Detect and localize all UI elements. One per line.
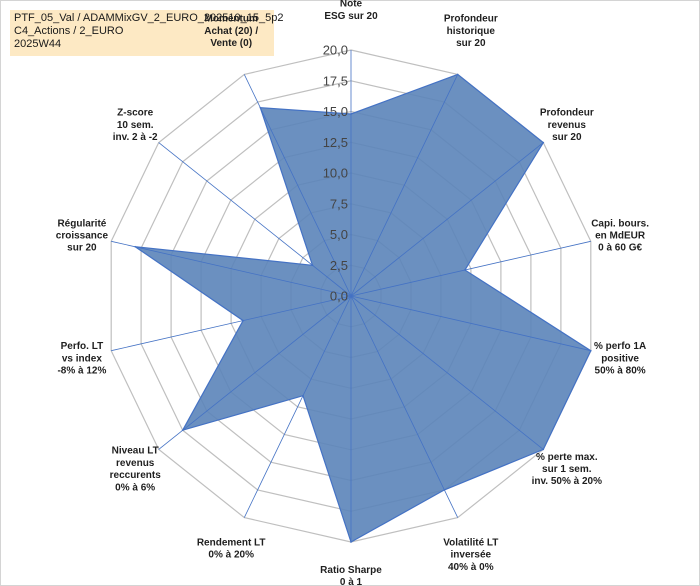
axis-label: % perfo 1A positive 50% à 80% bbox=[594, 341, 646, 376]
axis-spoke bbox=[158, 295, 352, 450]
tick-label: 20,0 bbox=[323, 43, 348, 58]
label-layer: Note ESG sur 20 Profondeur historique sur 20… bbox=[56, 0, 649, 586]
header-week: 2025W44 bbox=[14, 38, 62, 50]
header-category: C4_Actions / 2_EURO bbox=[14, 25, 124, 37]
axis-spoke bbox=[350, 74, 459, 297]
axis-spoke bbox=[111, 240, 352, 297]
axis-label: Note ESG sur 20 bbox=[324, 0, 378, 22]
axis-spoke bbox=[243, 295, 352, 518]
axis-spoke bbox=[350, 142, 544, 297]
axis-label: % perte max. sur 1 sem. inv. 50% à 20% bbox=[532, 452, 603, 487]
axis-label: Capi. bours. en MdEUR 0 à 60 G€ bbox=[591, 218, 649, 253]
tick-label: 7,5 bbox=[330, 196, 348, 211]
tick-label: 10,0 bbox=[323, 166, 348, 181]
tick-label: 15,0 bbox=[323, 104, 348, 119]
tick-label: 17,5 bbox=[323, 73, 348, 88]
header-portfolio: PTF_05_Val / ADAMMixGV_2_EURO_202510_15_… bbox=[14, 12, 284, 24]
axis-spoke bbox=[350, 295, 459, 518]
tick-label: 5,0 bbox=[330, 227, 348, 242]
tick-label: 0,0 bbox=[330, 289, 348, 304]
spoke-layer bbox=[111, 50, 591, 542]
axis-label: Niveau LT revenus reccurents 0% à 6% bbox=[110, 446, 162, 494]
axis-spoke bbox=[111, 295, 352, 352]
axis-label: Ratio Sharpe 0 à 1 bbox=[320, 565, 382, 586]
axis-spoke bbox=[158, 142, 352, 297]
series-layer bbox=[134, 73, 592, 543]
axis-spoke bbox=[350, 295, 544, 450]
axis-label: Momentum Achat (20) / Vente (0) bbox=[204, 14, 258, 49]
axis-spoke bbox=[350, 240, 591, 297]
tick-label: 2,5 bbox=[330, 258, 348, 273]
axis-label: Volatilité LT inversée 40% à 0% bbox=[443, 538, 498, 573]
axis-label: Perfo. LT vs index -8% à 12% bbox=[57, 341, 106, 376]
chart-header: PTF_05_Val / ADAMMixGV_2_EURO_202510_15_… bbox=[10, 10, 284, 56]
tick-layer: 0,0 2,5 5,0 7,5 10,0 12,5 15,0 17,5 20,0 bbox=[323, 43, 348, 304]
axis-label: Régularité croissance sur 20 bbox=[56, 218, 109, 253]
axis-spoke bbox=[350, 295, 591, 352]
tick-label: 12,5 bbox=[323, 135, 348, 150]
axis-label: Profondeur revenus sur 20 bbox=[540, 108, 594, 143]
axis-label: Z-score 10 sem. inv. 2 à -2 bbox=[113, 108, 158, 143]
axis-label: Rendement LT 0% à 20% bbox=[197, 538, 266, 561]
axis-spoke bbox=[243, 74, 352, 297]
axis-label: Profondeur historique sur 20 bbox=[444, 14, 498, 49]
